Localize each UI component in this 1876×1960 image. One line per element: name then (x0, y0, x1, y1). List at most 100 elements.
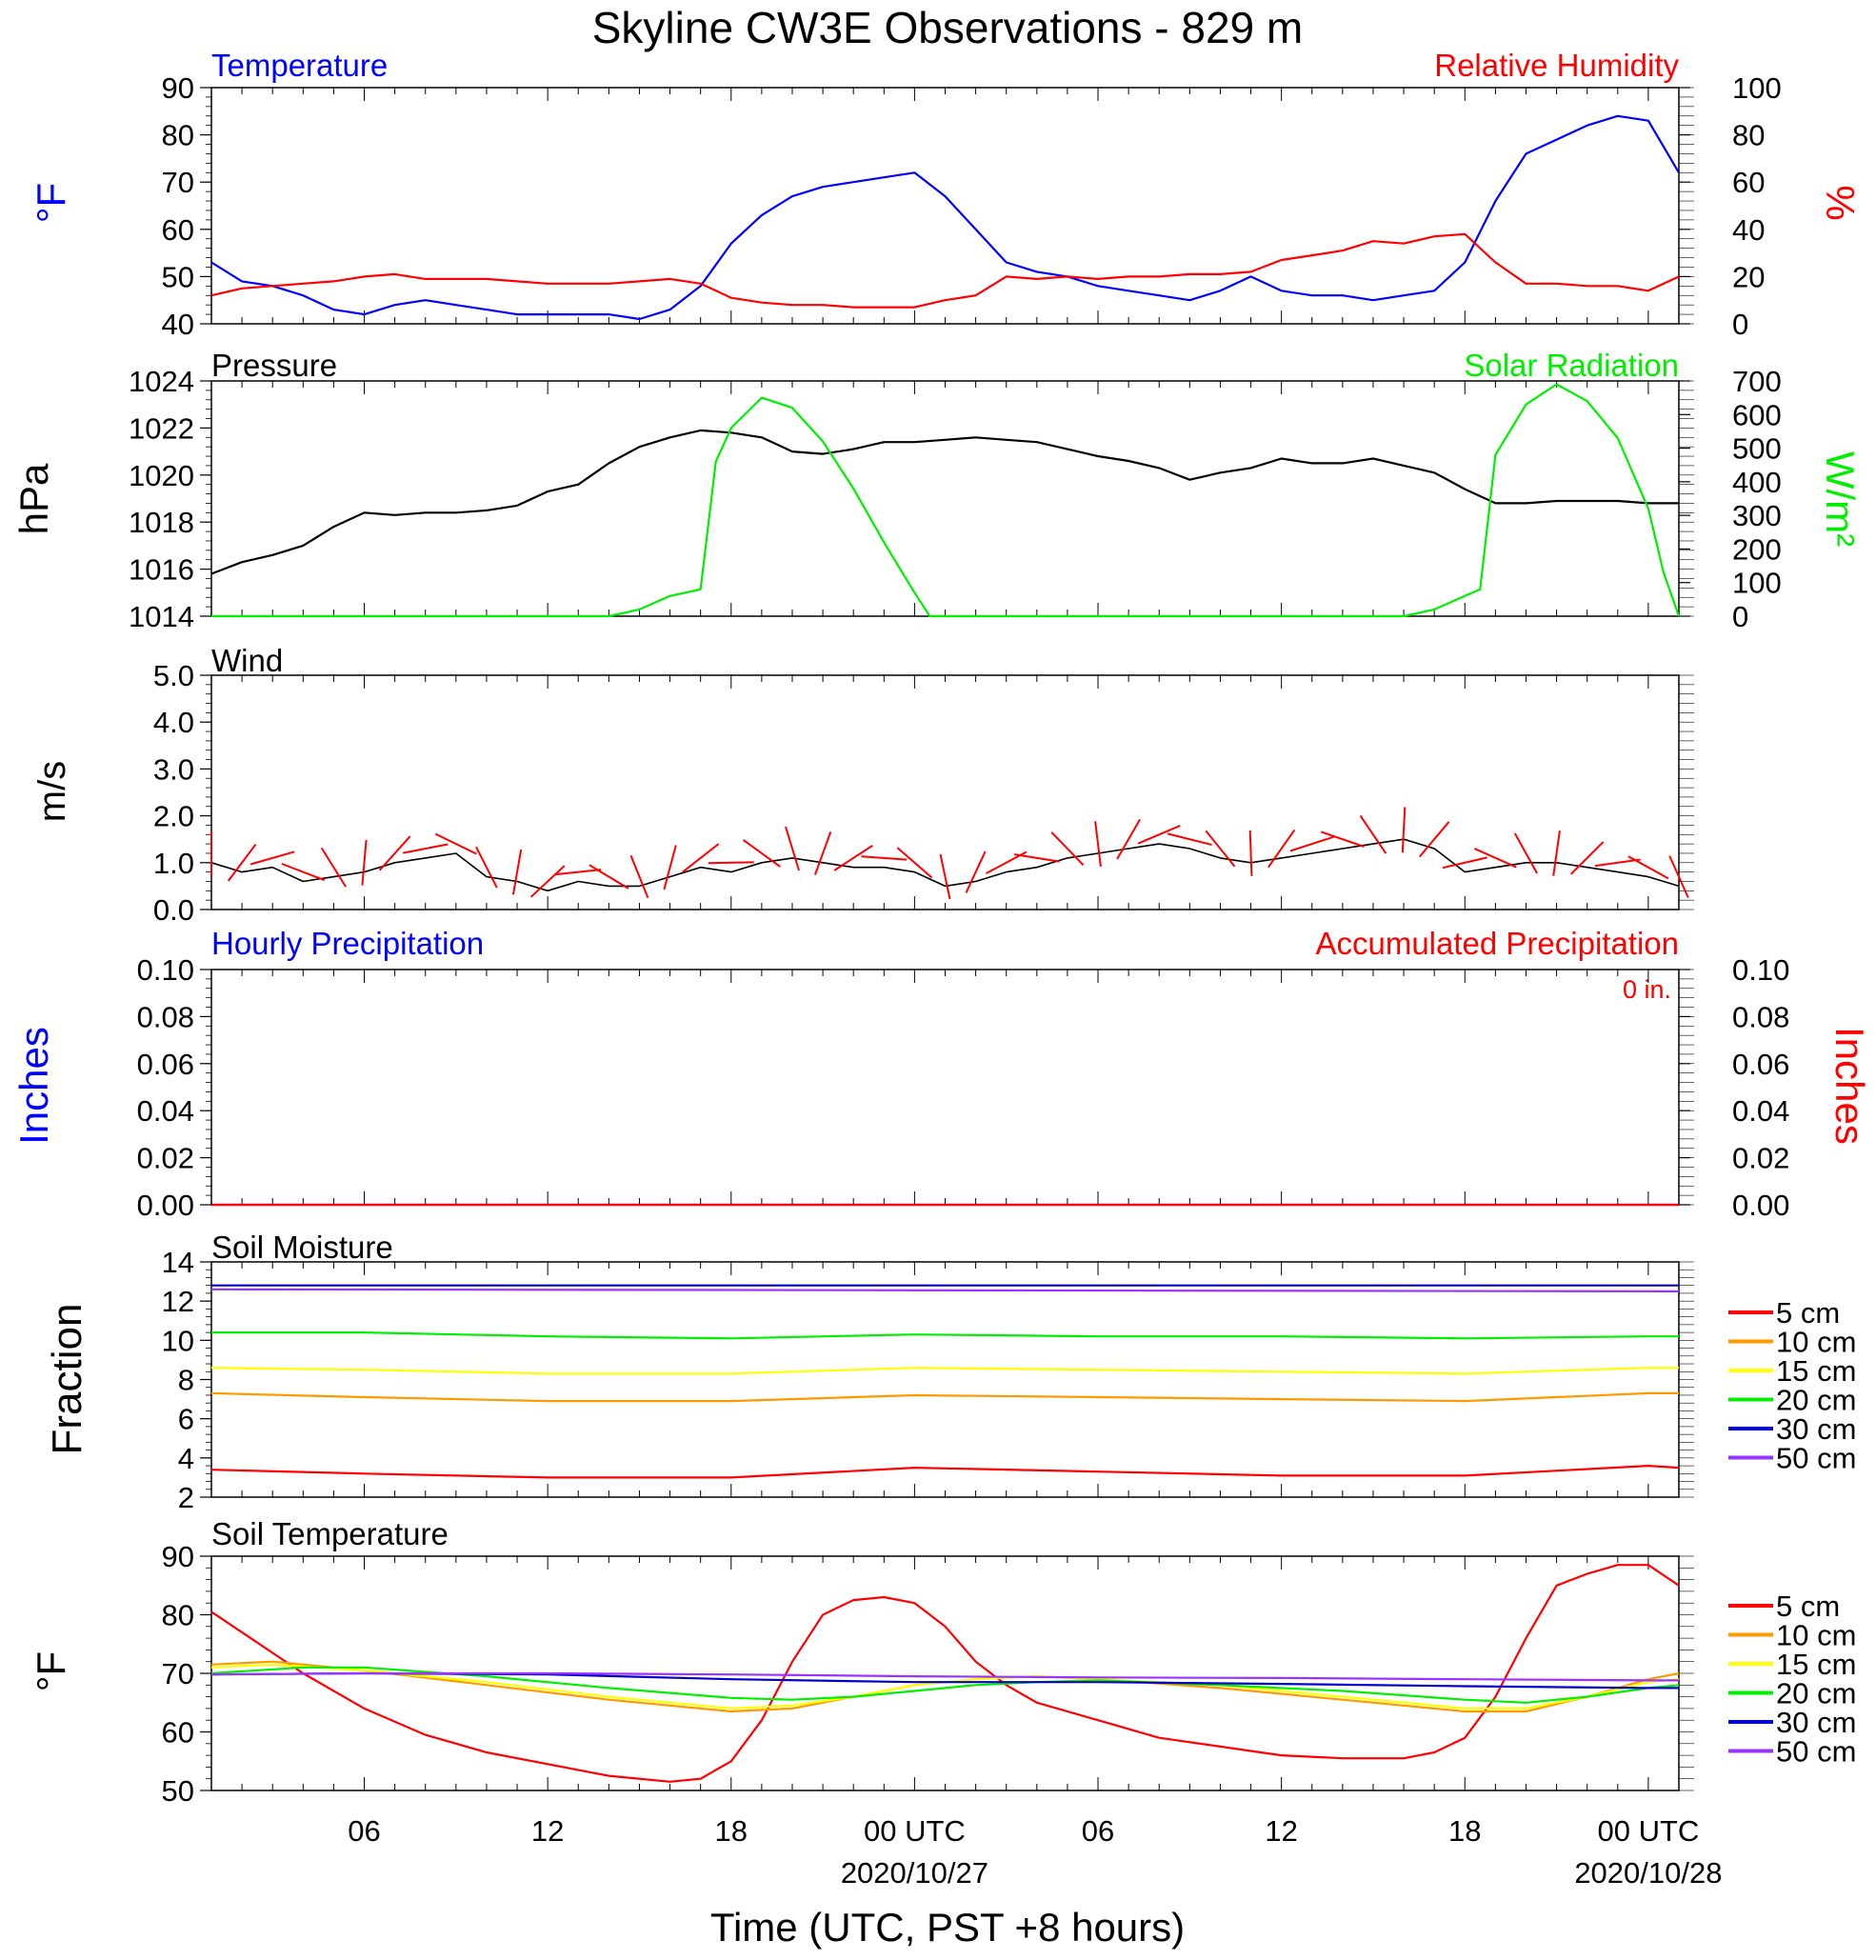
wind-barb (434, 832, 477, 855)
legend-label: 20 cm (1776, 1677, 1856, 1710)
x-tick-label: 06 (1082, 1814, 1114, 1848)
accum-precip-title: Accumulated Precipitation (1315, 926, 1679, 961)
series-line-relative-humidity (210, 232, 1680, 309)
series-line-solar-radiation (211, 383, 1681, 618)
wind-barb (475, 846, 498, 889)
y-tick-label: 0.06 (137, 1048, 194, 1081)
wind-barb (663, 845, 677, 890)
pressure-axis-label: hPa (11, 463, 56, 534)
legend-label: 30 cm (1776, 1412, 1856, 1446)
wind-barb (1167, 832, 1212, 846)
wind-barb (1248, 830, 1253, 876)
y-tick-label: 1020 (129, 459, 194, 492)
series-line-20-cm (211, 1330, 1679, 1340)
soil-temp-title: Soil Temperature (211, 1516, 449, 1551)
pressure-solar-panel: Pressure Solar Radiation hPa W/m² 1014 10… (11, 348, 1863, 633)
wind-barb (1627, 855, 1669, 880)
wind-barb (1668, 855, 1689, 898)
y-tick-label: 40 (162, 308, 194, 341)
y-tick-label: 80 (162, 1599, 194, 1632)
x-tick-label: 00 UTC (1597, 1814, 1699, 1848)
wind-barb (1116, 818, 1141, 860)
y-tick-label: 0.10 (137, 953, 194, 987)
y2-tick-label: 60 (1732, 166, 1765, 199)
y-tick-label: 0.08 (137, 1000, 194, 1033)
solar-axis-label: W/m² (1818, 451, 1863, 547)
series-line-15-cm (210, 1367, 1679, 1375)
y-tick-label: 1022 (129, 411, 194, 445)
wind-barb (1267, 829, 1296, 869)
y2-tick-label: 0 (1732, 600, 1748, 633)
wind-title: Wind (211, 643, 283, 678)
series-line-50-cm (210, 1671, 1679, 1682)
y-tick-label: 2 (178, 1481, 194, 1514)
y-tick-label: 50 (162, 1774, 194, 1808)
y2-tick-label: 40 (1732, 213, 1765, 247)
y2-tick-label: 700 (1732, 365, 1782, 398)
x-tick-label: 12 (531, 1814, 564, 1848)
wind-barb (403, 843, 449, 854)
wind-barb (378, 835, 411, 871)
y2-tick-label: 80 (1732, 119, 1765, 152)
y2-tick-label: 0 (1732, 308, 1748, 341)
legend-label: 50 cm (1776, 1442, 1856, 1475)
x-tick-label: 12 (1265, 1814, 1297, 1848)
y2-tick-label: 20 (1732, 260, 1765, 293)
series-line-5-cm (210, 1464, 1680, 1479)
y2-tick-label: 0.00 (1732, 1189, 1789, 1222)
legend-label: 50 cm (1776, 1735, 1856, 1769)
series-line-20-cm (210, 1666, 1680, 1704)
wind-barb (361, 839, 368, 886)
wind-barb (249, 850, 295, 866)
y2-tick-label: 100 (1732, 71, 1782, 105)
y-tick-label: 4 (178, 1442, 194, 1475)
y-tick-label: 1016 (129, 553, 194, 587)
temperature-axis-label: °F (29, 183, 73, 223)
y-tick-label: 1014 (129, 600, 194, 633)
x-tick-label: 00 UTC (864, 1814, 966, 1848)
soil-temp-axis-label: °F (29, 1651, 73, 1691)
wind-barb (939, 853, 951, 900)
y-tick-label: 6 (178, 1403, 194, 1436)
wind-barb (1569, 841, 1605, 875)
wind-barb (708, 861, 754, 865)
wind-barb (785, 826, 800, 871)
wind-barb (1137, 824, 1181, 845)
wind-barb (965, 850, 987, 893)
wind-barb (742, 839, 781, 868)
wind-barb (589, 864, 629, 890)
legend-label: 5 cm (1776, 1590, 1840, 1623)
pressure-title: Pressure (211, 348, 337, 383)
y2-tick-label: 600 (1732, 398, 1782, 431)
wind-barb (1513, 832, 1538, 874)
legend-label: 5 cm (1776, 1296, 1840, 1330)
y-tick-label: 1.0 (153, 847, 194, 880)
y-tick-label: 10 (162, 1324, 194, 1357)
y-tick-label: 90 (162, 1540, 194, 1573)
plot-frame (210, 87, 1680, 325)
wind-barb (1289, 835, 1334, 852)
wind-barb (1442, 856, 1487, 870)
x-axis-title: Time (UTC, PST +8 hours) (710, 1905, 1185, 1950)
soil-moisture-title: Soil Moisture (211, 1230, 393, 1265)
series-line-wind-speed (210, 838, 1680, 892)
y2-tick-label: 400 (1732, 466, 1782, 499)
y2-tick-label: 0.10 (1732, 953, 1789, 987)
wind-barb (320, 847, 347, 888)
wind-barb (629, 854, 649, 899)
series-line-15-cm (210, 1663, 1680, 1710)
wind-barb (529, 865, 566, 898)
y2-tick-label: 0.08 (1732, 1000, 1789, 1033)
wind-barb (1359, 814, 1387, 854)
x-date-label: 2020/10/28 (1574, 1856, 1722, 1890)
accum-precip-value: 0 in. (1623, 975, 1671, 1004)
wind-barb (1320, 830, 1365, 848)
y-tick-label: 2.0 (153, 800, 194, 833)
y-tick-label: 0.00 (137, 1189, 194, 1222)
solar-title: Solar Radiation (1464, 348, 1679, 383)
plot-frame (210, 1261, 1680, 1498)
y-tick-label: 12 (162, 1285, 194, 1318)
series-line-50-cm (210, 1288, 1680, 1293)
